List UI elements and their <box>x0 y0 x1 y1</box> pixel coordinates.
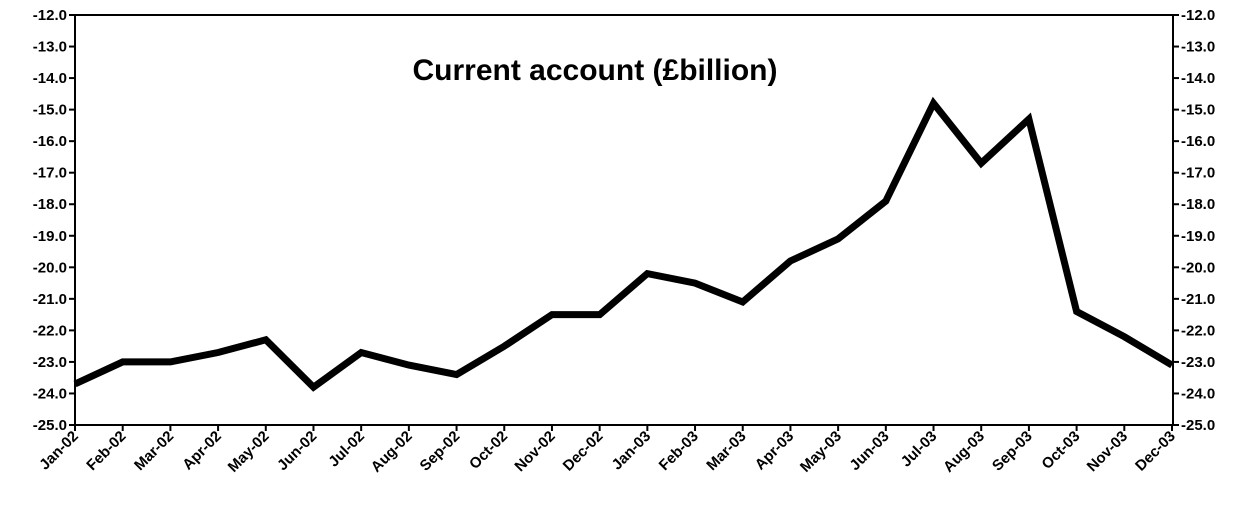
x-tick-label: Nov-03 <box>1084 428 1131 475</box>
x-tick-label: Sep-03 <box>989 428 1036 475</box>
x-tick-label: Dec-03 <box>1132 428 1179 475</box>
y-tick-label-left: -13.0 <box>33 39 67 56</box>
y-axis-left: -12.0 -13.0 -14.0 -15.0 -16.0 -17.0 -18.0 -19.0… <box>33 7 75 434</box>
x-tick-label: Jun-03 <box>846 428 892 474</box>
y-tick-label-right: -25.0 <box>1181 417 1215 434</box>
y-tick-label-left: -23.0 <box>33 354 67 371</box>
y-tick-label-right: -19.0 <box>1181 228 1215 245</box>
y-tick-label-left: -24.0 <box>33 385 67 402</box>
x-tick-label: Sep-02 <box>417 428 464 475</box>
x-axis: Jan-02 Feb-02 Mar-02 Apr-02 May-02 Jun-02 Jul-… <box>36 425 1179 476</box>
y-tick-label-right: -14.0 <box>1181 70 1215 87</box>
x-tick-label: Jun-02 <box>274 428 320 474</box>
chart-title: Current account (£billion) <box>412 54 777 87</box>
y-tick-label-left: -15.0 <box>33 102 67 119</box>
x-tick-label: Apr-02 <box>179 428 225 474</box>
y-tick-label-right: -17.0 <box>1181 165 1215 182</box>
y-tick-label-right: -18.0 <box>1181 196 1215 213</box>
y-tick-label-left: -12.0 <box>33 7 67 24</box>
x-tick-label: Mar-02 <box>131 428 177 474</box>
x-tick-label: Jul-02 <box>325 428 368 471</box>
x-tick-label: Feb-03 <box>656 428 702 474</box>
x-tick-label: Nov-02 <box>511 428 558 475</box>
x-tick-label: Mar-03 <box>703 428 749 474</box>
y-tick-label-right: -16.0 <box>1181 133 1215 150</box>
y-tick-label-right: -24.0 <box>1181 385 1215 402</box>
y-tick-label-right: -23.0 <box>1181 354 1215 371</box>
x-tick-label: Dec-02 <box>560 428 607 475</box>
axes <box>74 14 1174 426</box>
y-tick-label-left: -21.0 <box>33 291 67 308</box>
x-tick-label: May-02 <box>225 428 273 476</box>
y-tick-label-right: -15.0 <box>1181 102 1215 119</box>
x-tick-label: Aug-02 <box>368 428 416 476</box>
y-tick-label-left: -16.0 <box>33 133 67 150</box>
x-tick-label: Jul-03 <box>898 428 941 471</box>
y-tick-label-right: -22.0 <box>1181 322 1215 339</box>
y-tick-label-left: -18.0 <box>33 196 67 213</box>
y-tick-label-left: -14.0 <box>33 70 67 87</box>
y-tick-label-right: -13.0 <box>1181 39 1215 56</box>
series-line <box>73 96 1174 392</box>
x-tick-label: Oct-02 <box>466 428 511 473</box>
x-tick-label: Apr-03 <box>752 428 798 474</box>
y-tick-label-left: -22.0 <box>33 322 67 339</box>
y-tick-label-right: -21.0 <box>1181 291 1215 308</box>
y-tick-label-left: -20.0 <box>33 259 67 276</box>
y-tick-label-left: -17.0 <box>33 165 67 182</box>
x-tick-label: Jan-02 <box>36 428 82 474</box>
y-tick-label-left: -25.0 <box>33 417 67 434</box>
x-tick-label: Feb-02 <box>83 428 129 474</box>
x-tick-label: Oct-03 <box>1038 428 1083 473</box>
x-tick-label: Aug-03 <box>940 428 988 476</box>
y-tick-label-right: -12.0 <box>1181 7 1215 24</box>
x-tick-label: May-03 <box>797 428 845 476</box>
y-tick-label-right: -20.0 <box>1181 259 1215 276</box>
x-tick-label: Jan-03 <box>609 428 655 474</box>
y-axis-right: -12.0 -13.0 -14.0 -15.0 -16.0 -17.0 -18.0 -19.0… <box>1173 7 1215 434</box>
y-tick-label-left: -19.0 <box>33 228 67 245</box>
